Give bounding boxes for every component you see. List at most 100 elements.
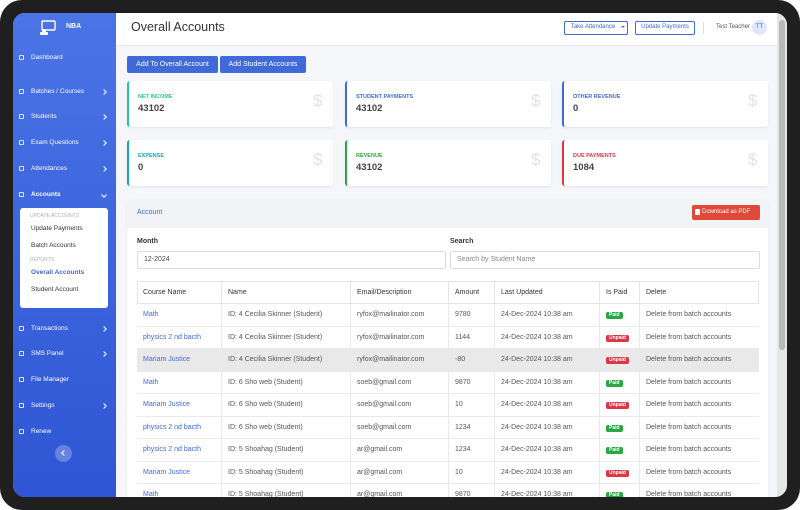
- search-input[interactable]: Search by Student Name: [450, 251, 760, 269]
- column-header: Delete: [640, 281, 759, 304]
- menu-chevron: [101, 114, 107, 120]
- course-link[interactable]: Math: [143, 372, 159, 394]
- menu-item[interactable]: SMS Panel: [31, 350, 64, 358]
- course-link[interactable]: physics 2 nd bacth: [143, 417, 201, 439]
- delete-link[interactable]: Delete from batch accounts: [646, 327, 731, 349]
- menu-chevron: [101, 89, 107, 95]
- menu-item[interactable]: Accounts: [31, 191, 61, 199]
- delete-link[interactable]: Delete from batch accounts: [646, 304, 731, 326]
- download-pdf-button[interactable]: Download as PDF: [692, 205, 760, 220]
- menu-item[interactable]: File Manager: [31, 376, 69, 384]
- paid-badge: Paid: [606, 425, 623, 432]
- cell-text: 24-Dec-2024 10:38 am: [501, 484, 573, 497]
- stat-card: DUE PAYMENTS1084$: [562, 140, 768, 186]
- cell-text: ID: 4 Cecilia Skinner (Student): [228, 349, 322, 371]
- course-link[interactable]: Mariam Justice: [143, 349, 190, 371]
- menu-icon: [19, 140, 24, 145]
- delete-link[interactable]: Delete from batch accounts: [646, 462, 731, 484]
- cell-text: ryfox@mailinator.com: [357, 304, 424, 326]
- submenu-item[interactable]: Student Account: [31, 286, 78, 293]
- delete-link[interactable]: Delete from batch accounts: [646, 484, 731, 497]
- menu-item[interactable]: Batches / Courses: [31, 88, 84, 96]
- scrollbar-thumb[interactable]: [779, 20, 785, 350]
- menu-item[interactable]: Transactions: [31, 325, 68, 333]
- delete-link[interactable]: Delete from batch accounts: [646, 417, 731, 439]
- menu-item[interactable]: Attendances: [31, 165, 67, 173]
- course-link[interactable]: Math: [143, 484, 159, 497]
- stat-card: EXPENSE0$: [127, 140, 333, 186]
- cell-text: ID: 5 Shoahag (Student): [228, 462, 304, 484]
- column-header: Is Paid: [600, 281, 640, 304]
- menu-item[interactable]: Renew: [31, 428, 51, 436]
- delete-link[interactable]: Delete from batch accounts: [646, 439, 731, 461]
- delete-link[interactable]: Delete from batch accounts: [646, 394, 731, 416]
- user-avatar[interactable]: TT: [752, 20, 767, 35]
- menu-chevron: [101, 326, 107, 332]
- cell-text: ID: 5 Shoahag (Student): [228, 484, 304, 497]
- panel-header: [127, 199, 768, 228]
- cell-text: 1144: [455, 327, 470, 349]
- delete-link[interactable]: Delete from batch accounts: [646, 349, 731, 371]
- column-header: Name: [222, 281, 351, 304]
- stat-card: REVENUE43102$: [345, 140, 551, 186]
- month-label: Month: [137, 238, 158, 245]
- card-label: DUE PAYMENTS: [573, 153, 616, 159]
- submenu-item[interactable]: Overall Accounts: [31, 269, 84, 276]
- sidebar: NBADashboardBatches / CoursesStudentsExa…: [13, 13, 116, 497]
- submenu-item[interactable]: Update Payments: [31, 225, 83, 232]
- cell-text: 10: [455, 394, 463, 416]
- month-input[interactable]: 12-2024: [137, 251, 446, 269]
- cell-text: 24-Dec-2024 10:38 am: [501, 304, 573, 326]
- take-attendance-button[interactable]: Take Attendance: [564, 21, 628, 35]
- update-payments-button[interactable]: Update Payments: [635, 21, 695, 35]
- cell-text: ID: 5 Shoahag (Student): [228, 439, 304, 461]
- collapse-button[interactable]: [55, 445, 72, 462]
- menu-chevron: [101, 140, 107, 146]
- course-link[interactable]: Mariam Justice: [143, 394, 190, 416]
- menu-icon: [19, 326, 24, 331]
- stat-card: STUDENT PAYMENTS43102$: [345, 81, 551, 127]
- menu-item[interactable]: Settings: [31, 402, 55, 410]
- menu-item[interactable]: Dashboard: [31, 54, 63, 62]
- course-link[interactable]: physics 2 nd bacth: [143, 439, 201, 461]
- paid-badge: Unpaid: [606, 335, 629, 342]
- cell-text: soeb@gmail.com: [357, 394, 411, 416]
- column-header: Email/Description: [351, 281, 449, 304]
- user-name[interactable]: Test Teacher: [716, 24, 750, 30]
- cell-text: ID: 4 Cecilia Skinner (Student): [228, 304, 322, 326]
- column-header: Last Updated: [495, 281, 600, 304]
- paid-badge: Unpaid: [606, 402, 629, 409]
- menu-item[interactable]: Exam Questions: [31, 139, 79, 147]
- screen: NBADashboardBatches / CoursesStudentsExa…: [13, 13, 787, 497]
- menu-icon: [19, 114, 24, 119]
- search-label: Search: [450, 238, 473, 245]
- menu-chevron: [101, 192, 107, 198]
- cell-text: 1234: [455, 439, 471, 461]
- card-icon: $: [748, 150, 757, 170]
- add-student-button[interactable]: Add Student Accounts: [220, 56, 306, 73]
- card-value: 43102: [138, 103, 164, 114]
- cell-text: ar@gmail.com: [357, 462, 402, 484]
- course-link[interactable]: Mariam Justice: [143, 462, 190, 484]
- paid-badge: Paid: [606, 447, 623, 454]
- cell-text: ryfox@mailinator.com: [357, 349, 424, 371]
- collapse-chevron: [61, 450, 67, 456]
- paid-badge: Paid: [606, 312, 623, 319]
- dropdown-caret: [621, 26, 625, 28]
- column-header: Amount: [449, 281, 495, 304]
- card-icon: $: [313, 91, 322, 111]
- submenu-item[interactable]: Batch Accounts: [31, 242, 76, 249]
- cell-text: soeb@gmail.com: [357, 372, 411, 394]
- cell-text: ID: 6 Sho web (Student): [228, 417, 303, 439]
- menu-icon: [19, 55, 24, 60]
- add-overall-button[interactable]: Add To Overall Account: [127, 56, 218, 73]
- cell-text: 9780: [455, 304, 471, 326]
- card-icon: $: [531, 150, 540, 170]
- course-link[interactable]: physics 2 nd bacth: [143, 327, 201, 349]
- menu-item[interactable]: Students: [31, 113, 57, 121]
- course-link[interactable]: Math: [143, 304, 159, 326]
- delete-link[interactable]: Delete from batch accounts: [646, 372, 731, 394]
- submenu: UPDATE ACCOUNTSUpdate PaymentsBatch Acco…: [20, 208, 108, 308]
- paid-badge: Unpaid: [606, 470, 629, 477]
